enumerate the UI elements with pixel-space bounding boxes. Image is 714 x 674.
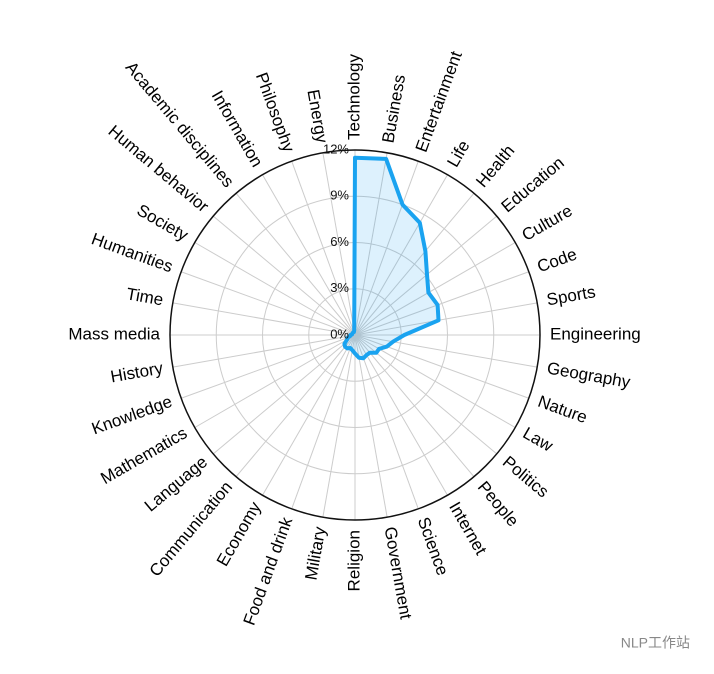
watermark: NLP工作站: [621, 635, 690, 651]
r-tick-label: 0%: [330, 326, 349, 341]
category-label: History: [109, 358, 165, 386]
category-label: Science: [414, 515, 453, 578]
category-label: Society: [134, 201, 192, 246]
category-label: Academic disciplines: [122, 58, 238, 191]
category-label: Internet: [445, 499, 490, 559]
category-label: Code: [535, 245, 580, 277]
category-label: Technology: [344, 53, 363, 140]
category-label: Sports: [545, 282, 597, 309]
category-label: Engineering: [550, 324, 641, 343]
category-label: Knowledge: [89, 392, 175, 439]
category-label: Military: [301, 525, 329, 582]
category-label: Culture: [519, 201, 576, 245]
category-label: Business: [379, 73, 410, 144]
category-label: Health: [472, 141, 518, 191]
category-label: Nature: [535, 392, 589, 427]
category-label: Law: [520, 423, 557, 455]
r-tick-label: 9%: [330, 188, 349, 203]
category-label: Geography: [546, 359, 633, 392]
category-label: Mass media: [68, 324, 160, 343]
outer-ring: [169, 149, 541, 521]
category-label: Life: [443, 137, 473, 170]
category-label: Energy: [303, 88, 331, 145]
category-label: Philosophy: [252, 70, 298, 155]
r-tick-label: 6%: [330, 234, 349, 249]
category-label: Politics: [499, 452, 552, 501]
category-label: Humanities: [89, 229, 175, 276]
r-tick-label: 3%: [330, 280, 349, 295]
category-label: Economy: [213, 498, 265, 569]
category-label: People: [474, 478, 523, 531]
radar-area: [342, 155, 441, 361]
category-label: Religion: [344, 530, 363, 591]
category-label: Government: [381, 525, 416, 621]
r-tick-label: 12%: [323, 141, 349, 156]
category-label: Time: [125, 284, 165, 309]
